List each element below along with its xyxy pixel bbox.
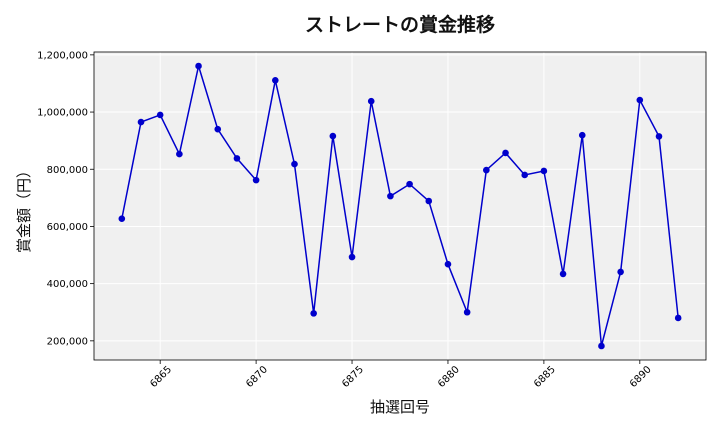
y-tick-label: 1,200,000 bbox=[37, 50, 88, 61]
data-point bbox=[425, 197, 433, 205]
series-layer bbox=[118, 62, 682, 350]
data-point bbox=[329, 132, 337, 140]
data-point bbox=[655, 133, 663, 140]
data-point bbox=[406, 180, 413, 188]
x-axis-label: 抽選回号 bbox=[370, 398, 430, 416]
data-point bbox=[617, 268, 624, 276]
series-line bbox=[121, 63, 679, 347]
data-point bbox=[214, 125, 222, 133]
grid bbox=[94, 52, 706, 360]
data-point bbox=[291, 160, 298, 168]
data-point bbox=[463, 308, 471, 316]
data-point bbox=[483, 166, 490, 174]
y-tick-label: 800,000 bbox=[47, 165, 88, 176]
data-point bbox=[444, 260, 452, 268]
data-point bbox=[195, 62, 202, 70]
y-axis-label: 賞金額（円） bbox=[15, 163, 33, 253]
data-point bbox=[559, 270, 567, 278]
data-point bbox=[156, 111, 164, 119]
data-point bbox=[118, 215, 126, 223]
data-point bbox=[502, 149, 509, 157]
data-point bbox=[348, 253, 356, 261]
data-point bbox=[636, 96, 644, 104]
data-point bbox=[540, 167, 548, 175]
y-tick-label: 400,000 bbox=[47, 279, 88, 290]
data-point bbox=[367, 97, 375, 105]
plot-frame bbox=[93, 51, 707, 361]
data-point bbox=[252, 176, 260, 184]
y-tick-label: 200,000 bbox=[47, 336, 88, 347]
data-point bbox=[137, 118, 145, 126]
data-point bbox=[310, 310, 317, 317]
data-point bbox=[271, 77, 279, 84]
data-point bbox=[387, 192, 394, 200]
y-tick-label: 600,000 bbox=[47, 222, 88, 233]
data-point bbox=[578, 131, 586, 139]
data-point bbox=[521, 171, 529, 179]
plot-area bbox=[94, 52, 706, 360]
data-point bbox=[176, 150, 183, 158]
y-tick-label: 1,000,000 bbox=[37, 108, 88, 119]
chart-title: ストレートの賞金推移 bbox=[305, 13, 495, 36]
data-point bbox=[674, 314, 682, 322]
data-point bbox=[598, 342, 605, 350]
data-point bbox=[233, 155, 241, 162]
